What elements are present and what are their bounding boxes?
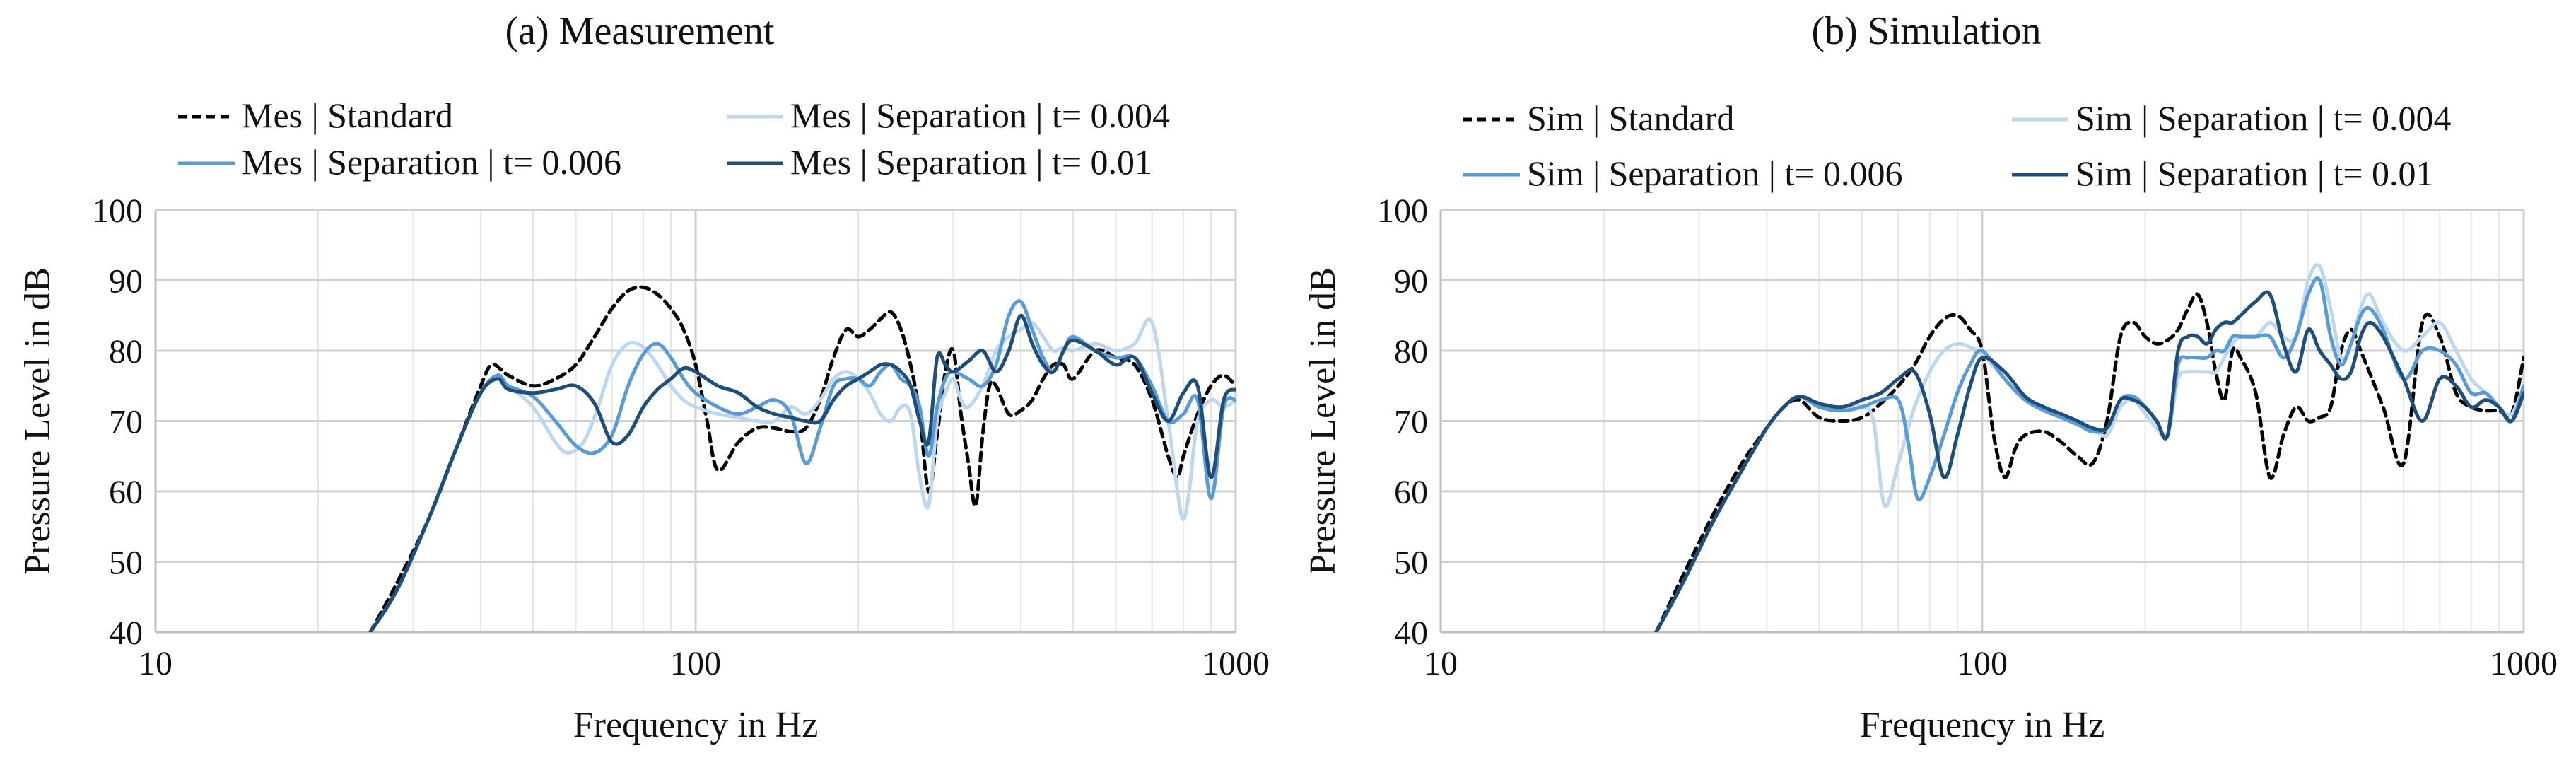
y-tick-label: 60 — [1394, 474, 1428, 511]
x-tick-label: 100 — [670, 645, 721, 682]
y-axis-label: Pressure Level in dB — [1303, 267, 1343, 575]
y-tick-label: 100 — [92, 192, 143, 230]
x-tick-label: 100 — [1957, 645, 2008, 682]
chart-panel-simulation: (b) Simulation 40 50 60 70 80 90 100 10 100 1000 Fr… — [1303, 9, 2558, 745]
series-line-3 — [1654, 276, 2524, 632]
legend-label-1: Sim | Standard — [1527, 98, 1734, 138]
chart-title: (a) Measurement — [505, 9, 775, 53]
series-line-1 — [1654, 292, 2524, 632]
y-tick-label: 40 — [109, 614, 143, 652]
y-tick-label: 90 — [109, 263, 143, 301]
legend-label-3: Mes | Separation | t= 0.006 — [242, 142, 621, 182]
x-axis-label: Frequency in Hz — [573, 705, 819, 745]
series-line-4 — [368, 313, 1236, 632]
y-tick-label: 70 — [109, 404, 143, 441]
series-line-4 — [1654, 290, 2524, 632]
x-tick-label: 1000 — [1202, 645, 1270, 682]
y-tick-label: 60 — [109, 474, 143, 511]
legend-label-2: Sim | Separation | t= 0.004 — [2076, 98, 2452, 138]
series-line-2 — [368, 317, 1236, 632]
y-tick-label: 40 — [1394, 614, 1428, 652]
y-tick-label: 80 — [109, 333, 143, 371]
y-tick-label: 70 — [1394, 404, 1428, 441]
y-tick-label: 50 — [1394, 544, 1428, 582]
legend-label-4: Mes | Separation | t= 0.01 — [790, 142, 1152, 182]
x-tick-label: 10 — [139, 645, 172, 682]
x-tick-label: 10 — [1424, 645, 1458, 682]
y-tick-label: 50 — [109, 544, 143, 582]
legend-label-4: Sim | Separation | t= 0.01 — [2076, 153, 2434, 193]
series-line-1 — [368, 285, 1236, 632]
chart-panel-measurement: (a) Measurement 40 50 60 70 80 90 100 10 100 1000 F… — [18, 9, 1270, 745]
y-tick-label: 90 — [1394, 263, 1428, 301]
chart-title: (b) Simulation — [1811, 9, 2041, 53]
series-line-2 — [1654, 263, 2524, 632]
y-axis-label: Pressure Level in dB — [18, 267, 58, 575]
x-tick-label: 1000 — [2490, 645, 2558, 682]
legend-label-3: Sim | Separation | t= 0.006 — [1527, 153, 1903, 193]
legend-label-2: Mes | Separation | t= 0.004 — [790, 95, 1170, 135]
y-tick-label: 80 — [1394, 333, 1428, 371]
x-axis-label: Frequency in Hz — [1860, 705, 2105, 745]
legend-label-1: Mes | Standard — [242, 95, 453, 135]
y-tick-label: 100 — [1377, 192, 1428, 230]
